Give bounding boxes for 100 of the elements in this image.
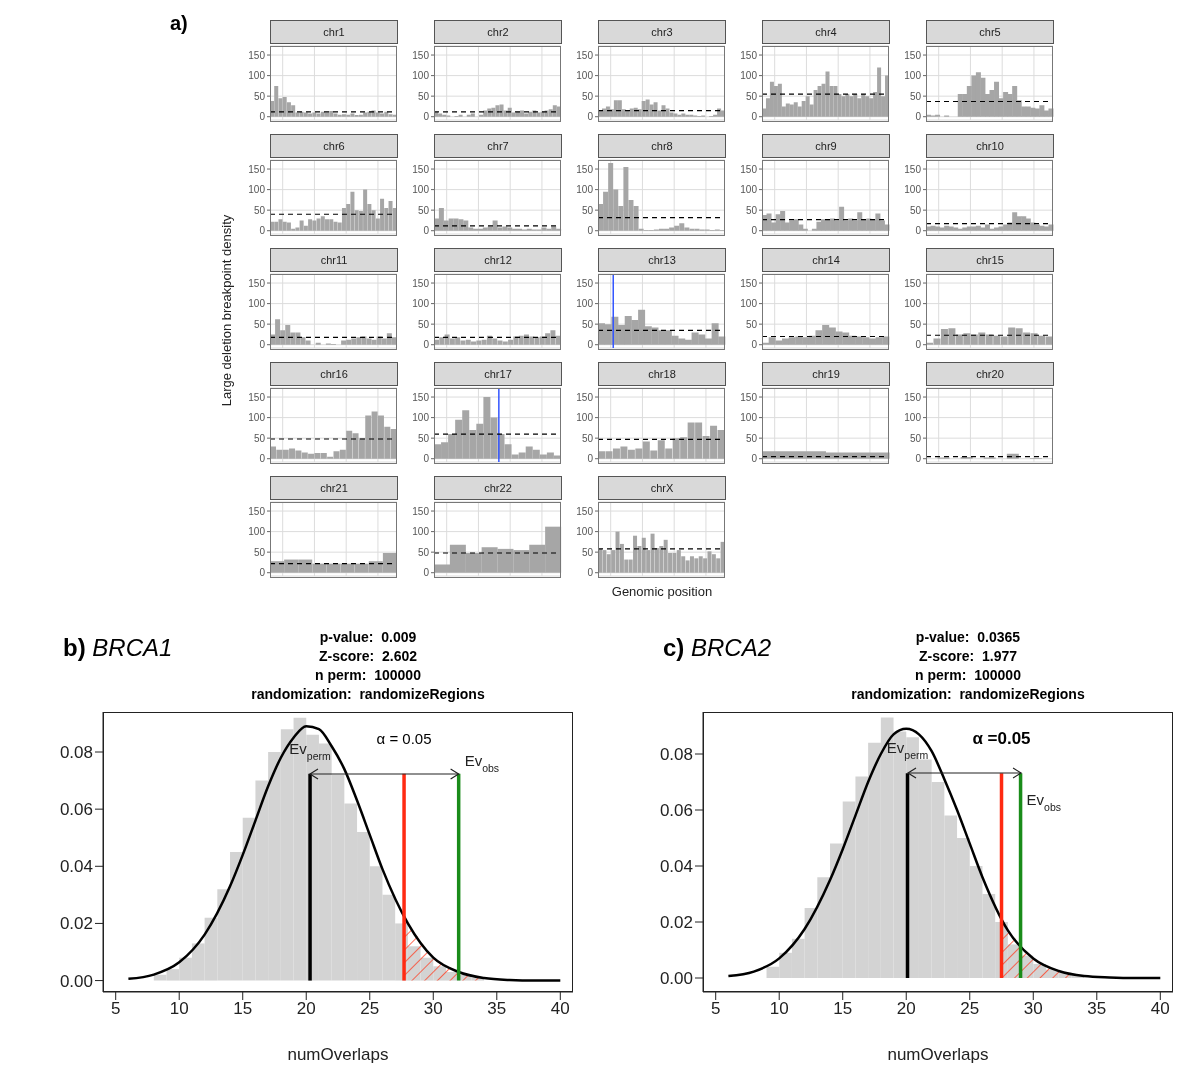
y-tick-label: 100 (248, 70, 266, 82)
y-tick-label: 150 (412, 277, 430, 289)
chart-title: chr10 (926, 134, 1054, 158)
y-tick-label: 150 (904, 391, 922, 403)
y-tick-label: 100 (740, 298, 758, 310)
x-tick-label: 15 (833, 999, 853, 1019)
y-tick-label: 0 (423, 225, 430, 237)
y-tick-label: 100 (576, 526, 594, 538)
y-tick-label: 100 (904, 298, 922, 310)
y-tick-label: 0.02 (659, 913, 693, 933)
x-tick-label: 30 (1023, 999, 1043, 1019)
chart-title: chr21 (270, 476, 398, 500)
y-tick-label: 50 (253, 318, 266, 330)
y-tick-label: 50 (745, 432, 758, 444)
y-tick-label: 150 (248, 391, 266, 403)
y-tick-label: 50 (253, 204, 266, 216)
y-tick-label: 150 (248, 163, 266, 175)
text: Z-score: 1.977 (917, 647, 1019, 666)
y-tick-label: 150 (248, 49, 266, 61)
x-tick-label: 40 (550, 999, 570, 1019)
y-axis-title: Large deletion breakpoint density (218, 213, 234, 409)
y-tick-label: 0 (259, 339, 266, 351)
text: Z-score: 2.602 (317, 647, 419, 666)
chart-title: chr3 (598, 20, 726, 44)
y-tick-label: 100 (576, 298, 594, 310)
y-tick-label: 0 (587, 225, 594, 237)
x-tick-label: 25 (360, 999, 380, 1019)
y-tick-label: 0 (751, 225, 758, 237)
y-tick-label: 150 (740, 391, 758, 403)
x-tick-label: 35 (1087, 999, 1107, 1019)
y-tick-label: 50 (417, 318, 430, 330)
chart-title: chr6 (270, 134, 398, 158)
y-tick-label: 150 (740, 163, 758, 175)
y-tick-label: 100 (412, 526, 430, 538)
y-tick-label: 150 (576, 49, 594, 61)
y-tick-label: 50 (909, 432, 922, 444)
chart-title: chr18 (598, 362, 726, 386)
y-tick-label: 0.08 (59, 743, 93, 763)
y-tick-label: 50 (909, 318, 922, 330)
y-tick-label: 150 (576, 163, 594, 175)
y-tick-label: 150 (904, 277, 922, 289)
chart-title: chr13 (598, 248, 726, 272)
y-tick-label: 100 (412, 412, 430, 424)
y-tick-label: 50 (581, 432, 594, 444)
y-tick-label: 150 (904, 163, 922, 175)
chart-title: chr11 (270, 248, 398, 272)
chart-title: chr16 (270, 362, 398, 386)
y-tick-label: 100 (904, 70, 922, 82)
y-tick-label: 50 (745, 318, 758, 330)
y-tick-label: 100 (740, 412, 758, 424)
y-tick-label: 50 (417, 90, 430, 102)
chart-title: chr22 (434, 476, 562, 500)
y-tick-label: 0.00 (659, 969, 693, 989)
y-tick-label: 0 (915, 339, 922, 351)
y-tick-label: 50 (581, 546, 594, 558)
y-tick-label: 50 (909, 204, 922, 216)
y-tick-label: 100 (576, 70, 594, 82)
y-tick-label: 0 (587, 567, 594, 579)
chart-title: chr17 (434, 362, 562, 386)
y-tick-label: 0.04 (659, 857, 693, 877)
y-tick-label: 0.08 (659, 745, 693, 765)
x-tick-label: 10 (769, 999, 789, 1019)
chart-title: chr19 (762, 362, 890, 386)
chart-title: chr12 (434, 248, 562, 272)
y-tick-label: 0.06 (659, 801, 693, 821)
y-tick-label: 100 (248, 412, 266, 424)
y-tick-label: 150 (576, 505, 594, 517)
y-tick-label: 50 (253, 546, 266, 558)
y-tick-label: 50 (417, 204, 430, 216)
x-tick-label: 20 (896, 999, 916, 1019)
x-tick-label: 10 (169, 999, 189, 1019)
chart-title: chr1 (270, 20, 398, 44)
y-tick-label: 150 (412, 163, 430, 175)
y-tick-label: 150 (904, 49, 922, 61)
ref-line-label: Ev$_{obs}$ (1026, 791, 1062, 814)
chart-title: b) BRCA1 (63, 634, 173, 662)
y-tick-label: 100 (248, 526, 266, 538)
chart-title: chr7 (434, 134, 562, 158)
text: p-value: 0.009 (318, 628, 418, 647)
x-tick-label: 15 (233, 999, 253, 1019)
y-tick-label: 0.02 (59, 914, 93, 934)
y-tick-label: 0 (587, 111, 594, 123)
y-tick-label: 0 (751, 111, 758, 123)
y-tick-label: 100 (248, 298, 266, 310)
x-tick-label: 35 (487, 999, 507, 1019)
chart-title: chr5 (926, 20, 1054, 44)
annotation: α = 0.05 (375, 729, 433, 747)
y-tick-label: 150 (412, 49, 430, 61)
y-tick-label: 50 (581, 318, 594, 330)
y-tick-label: 50 (581, 204, 594, 216)
y-tick-label: 0.06 (59, 800, 93, 820)
y-tick-label: 0 (259, 453, 266, 465)
x-tick-label: 25 (960, 999, 980, 1019)
chart-title: chr8 (598, 134, 726, 158)
y-tick-label: 100 (904, 184, 922, 196)
y-tick-label: 50 (909, 90, 922, 102)
y-tick-label: 0 (259, 111, 266, 123)
text: n perm: 100000 (314, 666, 422, 685)
x-axis-title: numOverlaps (287, 1045, 389, 1064)
ref-line-label: Ev$_{perm}$ (886, 739, 929, 762)
